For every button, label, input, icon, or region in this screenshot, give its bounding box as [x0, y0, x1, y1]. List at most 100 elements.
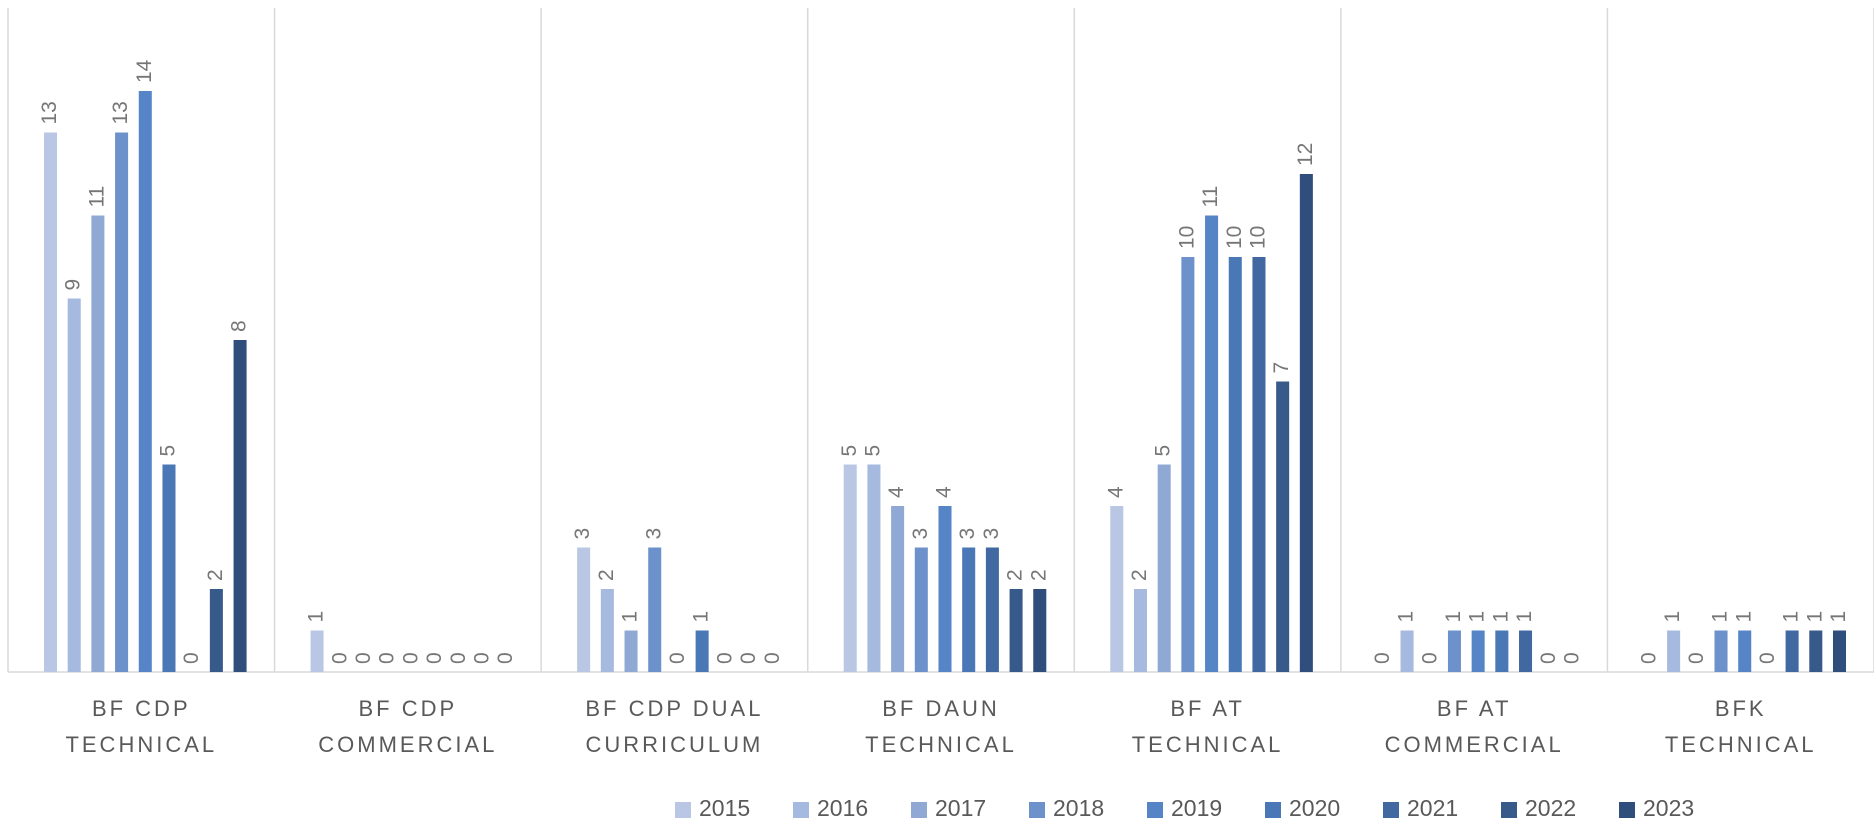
value-label: 2 [204, 569, 227, 581]
x-tick-label: TECHNICAL [1665, 732, 1817, 757]
value-label: 0 [1637, 652, 1660, 664]
value-label: 0 [494, 652, 517, 664]
x-tick-label: TECHNICAL [1132, 732, 1284, 757]
value-label: 0 [376, 652, 399, 664]
x-tick-label: TECHNICAL [65, 732, 217, 757]
value-label: 11 [85, 186, 108, 208]
legend-label: 2018 [1053, 795, 1104, 821]
bar [310, 630, 324, 672]
value-label: 3 [642, 528, 665, 540]
value-label: 13 [38, 101, 61, 124]
bar [695, 630, 709, 672]
legend-swatch [1029, 802, 1045, 818]
legend-label: 2022 [1525, 795, 1576, 821]
bar [233, 340, 247, 672]
value-label: 4 [1104, 486, 1127, 498]
value-label: 1 [1489, 611, 1512, 623]
bar [43, 132, 58, 672]
x-tick-label: BF CDP [359, 696, 458, 721]
bar [577, 547, 591, 672]
value-label: 1 [1661, 611, 1684, 623]
x-tick-label: TECHNICAL [865, 732, 1017, 757]
bar [1110, 506, 1124, 672]
bar [162, 464, 176, 672]
value-label: 0 [1560, 652, 1583, 664]
value-label: 5 [157, 445, 180, 457]
bar [938, 506, 952, 672]
value-label: 1 [1803, 611, 1826, 623]
value-label: 1 [1709, 611, 1732, 623]
bar [867, 464, 881, 672]
value-label: 0 [399, 652, 422, 664]
bar [1400, 630, 1414, 672]
value-label: 0 [328, 652, 351, 664]
bar [1009, 589, 1023, 672]
bar [91, 215, 105, 672]
bar [1714, 630, 1728, 672]
bar [648, 547, 662, 672]
bar [600, 589, 614, 672]
bar [1181, 257, 1195, 672]
value-label: 0 [1537, 652, 1560, 664]
value-label: 1 [305, 611, 328, 623]
bar [1299, 174, 1313, 672]
bar [1447, 630, 1461, 672]
value-label: 12 [1294, 143, 1317, 166]
value-label: 1 [1827, 611, 1850, 623]
value-label: 5 [861, 445, 884, 457]
value-label: 1 [690, 611, 713, 623]
value-label: 8 [228, 320, 251, 332]
value-label: 1 [1395, 611, 1418, 623]
bar [1133, 589, 1148, 672]
legend-swatch [1501, 802, 1517, 818]
bar [1667, 630, 1681, 672]
bar [209, 589, 223, 672]
bar [1471, 630, 1485, 672]
bar [891, 506, 905, 672]
x-tick-label: COMMERCIAL [318, 732, 497, 757]
value-label: 11 [1199, 186, 1222, 208]
value-label: 0 [180, 652, 203, 664]
legend-label: 2021 [1407, 795, 1458, 821]
x-tick-label: BF CDP DUAL [585, 696, 763, 721]
bar [115, 132, 129, 672]
value-label: 0 [447, 652, 470, 664]
value-label: 0 [470, 652, 493, 664]
legend-swatch [1619, 802, 1635, 818]
value-label: 1 [1780, 611, 1803, 623]
value-label: 3 [909, 528, 932, 540]
value-label: 1 [619, 611, 642, 623]
value-label: 1 [1466, 611, 1489, 623]
bar [1738, 630, 1752, 672]
bar [67, 298, 81, 672]
x-tick-label: BF AT [1170, 696, 1245, 721]
bar [1785, 630, 1799, 672]
value-label: 1 [1513, 611, 1536, 623]
value-label: 4 [933, 486, 956, 498]
value-label: 0 [1756, 652, 1779, 664]
bar [1205, 215, 1219, 672]
value-label: 5 [1152, 445, 1175, 457]
bar [985, 547, 999, 672]
bar [1252, 257, 1266, 672]
value-label: 2 [1004, 569, 1027, 581]
value-label: 9 [62, 279, 85, 291]
bar [843, 464, 857, 672]
bar [1519, 630, 1533, 672]
legend-label: 2017 [935, 795, 986, 821]
value-label: 4 [885, 486, 908, 498]
bar [914, 547, 928, 672]
value-label: 0 [1685, 652, 1708, 664]
value-label: 0 [737, 652, 760, 664]
legend-swatch [675, 802, 691, 818]
legend-label: 2015 [699, 795, 750, 821]
value-label: 1 [1442, 611, 1465, 623]
value-label: 7 [1270, 362, 1293, 374]
value-label: 3 [980, 528, 1003, 540]
value-label: 2 [1128, 569, 1151, 581]
legend-label: 2023 [1643, 795, 1694, 821]
legend-swatch [1147, 802, 1163, 818]
legend-swatch [1265, 802, 1281, 818]
value-label: 10 [1175, 226, 1198, 249]
